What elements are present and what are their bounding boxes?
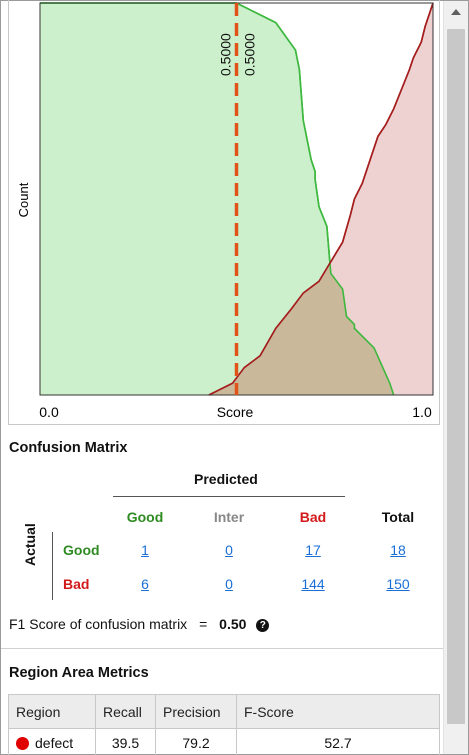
region-metrics-title: Region Area Metrics bbox=[9, 665, 149, 681]
precision-cell: 79.2 bbox=[155, 728, 237, 755]
confusion-matrix-title: Confusion Matrix bbox=[9, 440, 128, 456]
cell-good-good[interactable]: 1 bbox=[141, 542, 149, 558]
x-tick-label-max: 1.0 bbox=[412, 404, 432, 420]
cell-good-inter[interactable]: 0 bbox=[225, 542, 233, 558]
series-1-line-top bbox=[208, 2, 434, 396]
region-metrics-table: Region Recall Precision F-Score defect 3… bbox=[8, 694, 440, 755]
cell-good-total[interactable]: 18 bbox=[390, 542, 406, 558]
column-header-bad: Bad bbox=[299, 509, 327, 525]
region-name: defect bbox=[35, 734, 74, 751]
recall-cell: 39.5 bbox=[95, 728, 156, 755]
actual-label: Actual bbox=[22, 523, 38, 566]
y-axis-label: Count bbox=[16, 182, 31, 217]
f1-score-label: F1 Score of confusion matrix bbox=[9, 616, 188, 632]
actual-rule bbox=[52, 532, 53, 600]
header-precision[interactable]: Precision bbox=[155, 694, 237, 729]
predicted-label: Predicted bbox=[194, 471, 258, 487]
table-row[interactable]: defect 39.5 79.2 52.7 bbox=[8, 728, 440, 755]
threshold-label-1: 0.5000 bbox=[242, 33, 258, 76]
cell-bad-inter[interactable]: 0 bbox=[225, 576, 233, 592]
region-cell: defect bbox=[8, 728, 96, 755]
vertical-scrollbar[interactable] bbox=[443, 1, 468, 754]
f1-score-value: 0.50 bbox=[219, 616, 247, 632]
cell-bad-bad[interactable]: 144 bbox=[301, 576, 325, 592]
series-1-area bbox=[208, 3, 433, 395]
header-region[interactable]: Region bbox=[8, 694, 96, 729]
column-header-good: Good bbox=[126, 509, 164, 525]
row-label-good: Good bbox=[63, 542, 100, 558]
f1-equals: = bbox=[199, 616, 208, 632]
fscore-cell: 52.7 bbox=[236, 728, 440, 755]
f1-score-line: F1 Score of confusion matrix = 0.50 ? bbox=[9, 616, 270, 632]
header-fscore[interactable]: F-Score bbox=[236, 694, 440, 729]
scroll-thumb[interactable] bbox=[447, 29, 465, 724]
defect-color-dot-icon bbox=[16, 736, 29, 750]
predicted-rule bbox=[113, 496, 345, 497]
column-header-inter: Inter bbox=[213, 509, 245, 525]
score-distribution-chart: 0.5000 0.5000 Score Count 0.0 1.0 bbox=[8, 0, 440, 425]
cell-good-bad[interactable]: 17 bbox=[305, 542, 321, 558]
series-0-line-top bbox=[40, 2, 395, 396]
help-icon[interactable]: ? bbox=[256, 619, 270, 632]
chart-svg: 0.5000 0.5000 Score Count 0.0 1.0 bbox=[16, 2, 434, 420]
table-header-row: Region Recall Precision F-Score bbox=[8, 694, 440, 729]
x-tick-label-min: 0.0 bbox=[39, 404, 59, 420]
scroll-up-arrow-icon[interactable] bbox=[451, 9, 461, 15]
column-header-total: Total bbox=[381, 509, 415, 525]
threshold-label-0: 0.5000 bbox=[218, 33, 234, 76]
header-recall[interactable]: Recall bbox=[95, 694, 156, 729]
section-divider bbox=[1, 648, 443, 649]
x-axis-label: Score bbox=[217, 404, 254, 420]
row-label-bad: Bad bbox=[63, 576, 90, 592]
cell-bad-good[interactable]: 6 bbox=[141, 576, 149, 592]
cell-bad-total[interactable]: 150 bbox=[386, 576, 410, 592]
